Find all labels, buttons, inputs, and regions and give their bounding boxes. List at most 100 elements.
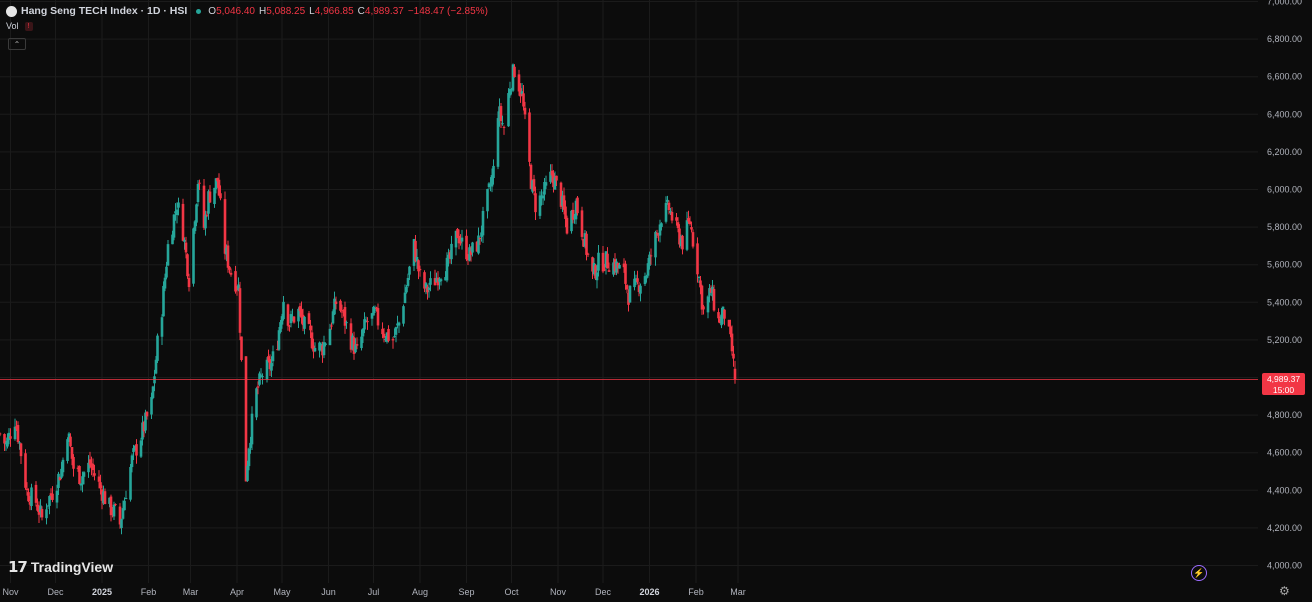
candle [3, 433, 6, 451]
candle [415, 248, 419, 269]
candle [28, 496, 32, 511]
candle [112, 501, 116, 521]
candle-body [625, 285, 629, 290]
x-tick-label: Oct [504, 587, 519, 597]
candle-body [501, 123, 504, 125]
candle-body [612, 262, 615, 275]
candle [292, 316, 296, 324]
candle-body [601, 252, 605, 272]
candle-body [562, 195, 566, 210]
candle [396, 315, 399, 329]
candle-body [469, 250, 473, 255]
candle-body [301, 314, 305, 326]
x-tick-label: Jun [321, 587, 336, 597]
candle-body [246, 465, 249, 481]
candle [628, 285, 632, 303]
candle-body [339, 300, 342, 311]
candle-body [429, 278, 432, 285]
candle [507, 88, 510, 127]
candle [174, 203, 177, 221]
candle [645, 274, 648, 283]
alert-badge-icon[interactable]: ! [24, 21, 33, 31]
candle [103, 488, 107, 505]
candle [183, 237, 186, 250]
candle-body [529, 164, 533, 189]
candle-body [534, 193, 537, 213]
candle-body [219, 193, 222, 199]
candle [213, 187, 216, 208]
candle [216, 177, 219, 188]
candle-body [376, 308, 380, 326]
collapse-icon[interactable]: ⌃ [8, 38, 26, 50]
candle [387, 325, 390, 343]
candle [721, 306, 725, 325]
candle [499, 102, 503, 129]
candle-body [48, 496, 51, 506]
candle-body [465, 235, 468, 260]
candle [289, 310, 293, 328]
candle [271, 345, 275, 367]
candle-body [406, 277, 410, 286]
high-value: 5,088.25 [266, 5, 306, 17]
candle-body [265, 359, 269, 380]
candle-body [454, 230, 458, 248]
candle-body [309, 325, 312, 331]
candle [69, 433, 72, 448]
candle [447, 248, 450, 267]
lightning-icon[interactable]: ⚡ [1191, 565, 1207, 581]
candle-body [213, 187, 216, 205]
candle-body [732, 353, 735, 359]
candle-body [541, 195, 545, 199]
candle-body [240, 336, 243, 361]
candle-body [634, 278, 638, 283]
time-axis[interactable]: Nov Dec 2025 Feb Mar Apr May Jun Jul Aug Sep Oct Nov… [2, 587, 745, 597]
candle-body [402, 306, 405, 324]
candle [67, 432, 71, 442]
candle-body [279, 322, 282, 333]
candle [417, 259, 420, 280]
market-status-dot [196, 8, 202, 14]
candle-body [100, 489, 104, 501]
x-tick-label: Nov [550, 587, 567, 597]
candle [352, 331, 356, 360]
candle-body [202, 185, 206, 228]
candle-body [510, 89, 513, 91]
candle-body [679, 238, 683, 247]
candle-body [582, 239, 585, 247]
candle [397, 321, 401, 333]
candle [162, 281, 165, 317]
candle [604, 251, 608, 275]
candle-body [129, 466, 132, 500]
candle [490, 168, 494, 193]
candle-body [40, 509, 44, 518]
candle [87, 455, 90, 478]
candle [360, 329, 363, 351]
candle-body [405, 287, 408, 293]
candle [571, 202, 575, 224]
x-tick-label: Apr [230, 587, 244, 597]
tradingview-logo[interactable]: 𝟭𝟳 TradingView [8, 558, 113, 576]
candle-body [435, 278, 438, 283]
candle-body [145, 412, 149, 417]
candle [108, 497, 111, 508]
candle-body [28, 501, 32, 505]
candle-body [18, 442, 21, 444]
y-tick-label: 7,000.00 [1267, 0, 1302, 7]
candle-body [181, 203, 185, 241]
candle-body [39, 505, 42, 513]
candle-body [604, 251, 608, 268]
settings-icon[interactable]: ⚙ [1279, 584, 1290, 598]
candle [519, 83, 522, 103]
symbol-title[interactable]: Hang Seng TECH Index · 1D · HSI [21, 5, 188, 17]
candle-body [696, 243, 699, 275]
candle-body [46, 505, 50, 507]
candle [543, 177, 546, 201]
volume-indicator[interactable]: Vol ! [6, 21, 33, 31]
candle-body [345, 322, 348, 324]
price-axis[interactable]: 4,000.00 4,200.00 4,400.00 4,600.00 4,800.00… [1267, 0, 1302, 571]
last-price-value: 4,989.37 [1266, 374, 1301, 384]
last-price-label: 4,989.37 15:00 [1262, 373, 1305, 395]
candle [666, 195, 669, 205]
candle [465, 229, 468, 262]
